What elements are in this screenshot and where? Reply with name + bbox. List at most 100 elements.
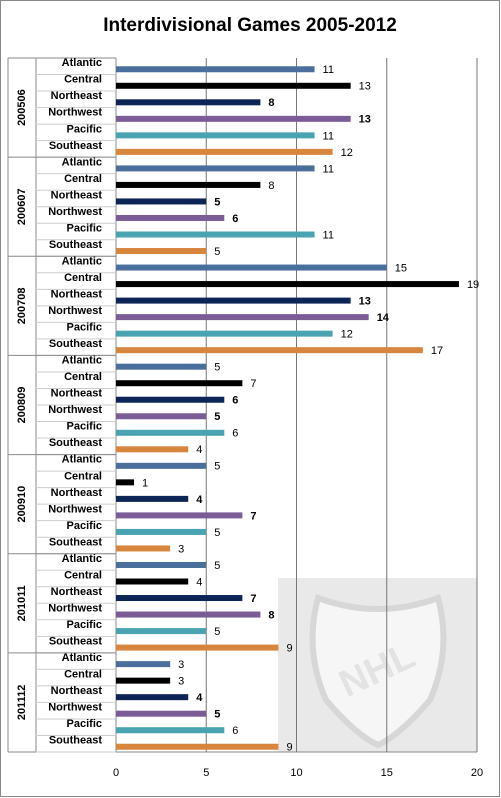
category-label: Northeast: [51, 685, 103, 697]
bar: [116, 314, 369, 321]
bar: [116, 82, 351, 89]
data-label: 5: [214, 246, 220, 258]
bar: [116, 561, 207, 568]
data-label: 7: [250, 593, 256, 605]
bar: [116, 132, 315, 139]
data-label: 5: [214, 527, 220, 539]
data-label: 5: [214, 362, 220, 374]
data-label: 8: [268, 180, 274, 192]
data-label: 1: [142, 477, 148, 489]
data-label: 9: [286, 643, 292, 655]
x-tick-label: 10: [290, 767, 302, 779]
category-label: Southeast: [49, 140, 103, 152]
category-label: Northeast: [51, 487, 103, 499]
category-label: Central: [64, 470, 102, 482]
category-label: Pacific: [67, 421, 102, 433]
category-label: Northwest: [48, 206, 102, 218]
category-label: Southeast: [49, 636, 103, 648]
data-label: 6: [232, 428, 238, 440]
group-label: 200708: [16, 287, 28, 324]
category-label: Northeast: [51, 388, 103, 400]
bar: [116, 677, 171, 684]
data-label: 4: [196, 692, 203, 704]
bar: [116, 66, 315, 73]
data-label: 14: [377, 312, 390, 324]
data-label: 5: [214, 196, 220, 208]
category-label: Atlantic: [62, 454, 102, 466]
bar: [116, 297, 351, 304]
bar: [116, 396, 225, 403]
category-label: Northeast: [51, 586, 103, 598]
bar: [116, 528, 207, 535]
category-label: Southeast: [49, 536, 103, 548]
category-label: Southeast: [49, 239, 103, 251]
x-tick-label: 15: [381, 767, 393, 779]
category-label: Northeast: [51, 90, 103, 102]
data-label: 6: [232, 725, 238, 737]
bar: [116, 694, 189, 701]
data-label: 4: [196, 444, 202, 456]
data-label: 11: [323, 64, 334, 76]
data-label: 6: [232, 213, 238, 225]
bar: [116, 462, 207, 469]
category-label: Northwest: [48, 602, 102, 614]
data-label: 11: [323, 229, 334, 241]
data-label: 13: [359, 81, 371, 93]
bar: [116, 545, 171, 552]
category-label: Northwest: [48, 702, 102, 714]
bar: [116, 413, 207, 420]
data-label: 6: [232, 395, 238, 407]
group-label: 200506: [16, 89, 28, 126]
category-label: Atlantic: [62, 355, 102, 367]
data-label: 7: [250, 510, 256, 522]
bar: [116, 330, 333, 337]
data-label: 19: [467, 279, 479, 291]
category-label: Central: [64, 173, 102, 185]
category-label: Southeast: [49, 735, 103, 747]
data-label: 17: [431, 345, 443, 357]
category-label: Pacific: [67, 222, 102, 234]
bar: [116, 380, 243, 387]
category-label: Northeast: [51, 289, 103, 301]
data-label: 3: [178, 659, 184, 671]
bar: [116, 148, 333, 155]
category-label: Central: [64, 669, 102, 681]
category-label: Atlantic: [62, 652, 102, 664]
bar: [116, 231, 315, 238]
bar: [116, 495, 189, 502]
nhl-watermark: NHL: [278, 578, 477, 752]
category-label: Pacific: [67, 718, 102, 730]
bar: [116, 281, 459, 288]
bar: [116, 347, 423, 354]
data-label: 8: [268, 97, 274, 109]
bar: [116, 446, 189, 453]
data-label: 4: [196, 576, 202, 588]
bar: [116, 628, 207, 635]
bar: [116, 727, 225, 734]
bar: [116, 363, 207, 370]
category-label: Pacific: [67, 619, 102, 631]
category-label: Central: [64, 371, 102, 383]
group-label: 201112: [16, 685, 28, 721]
category-label: Atlantic: [62, 156, 102, 168]
data-label: 12: [341, 329, 353, 341]
data-label: 13: [359, 114, 371, 126]
data-label: 5: [214, 626, 220, 638]
data-label: 9: [286, 742, 292, 754]
data-label: 5: [214, 461, 220, 473]
bar: [116, 710, 207, 717]
group-label: 200809: [16, 387, 28, 424]
x-tick-label: 0: [113, 767, 119, 779]
category-label: Central: [64, 569, 102, 581]
bar: [116, 512, 243, 519]
group-label: 201011: [16, 585, 28, 621]
data-label: 7: [250, 378, 256, 390]
data-label: 8: [268, 609, 274, 621]
data-label: 13: [359, 296, 371, 308]
bar: [116, 99, 261, 106]
bar: [116, 578, 189, 585]
bar: [116, 743, 279, 750]
data-label: 3: [178, 543, 184, 555]
data-label: 11: [323, 130, 334, 142]
